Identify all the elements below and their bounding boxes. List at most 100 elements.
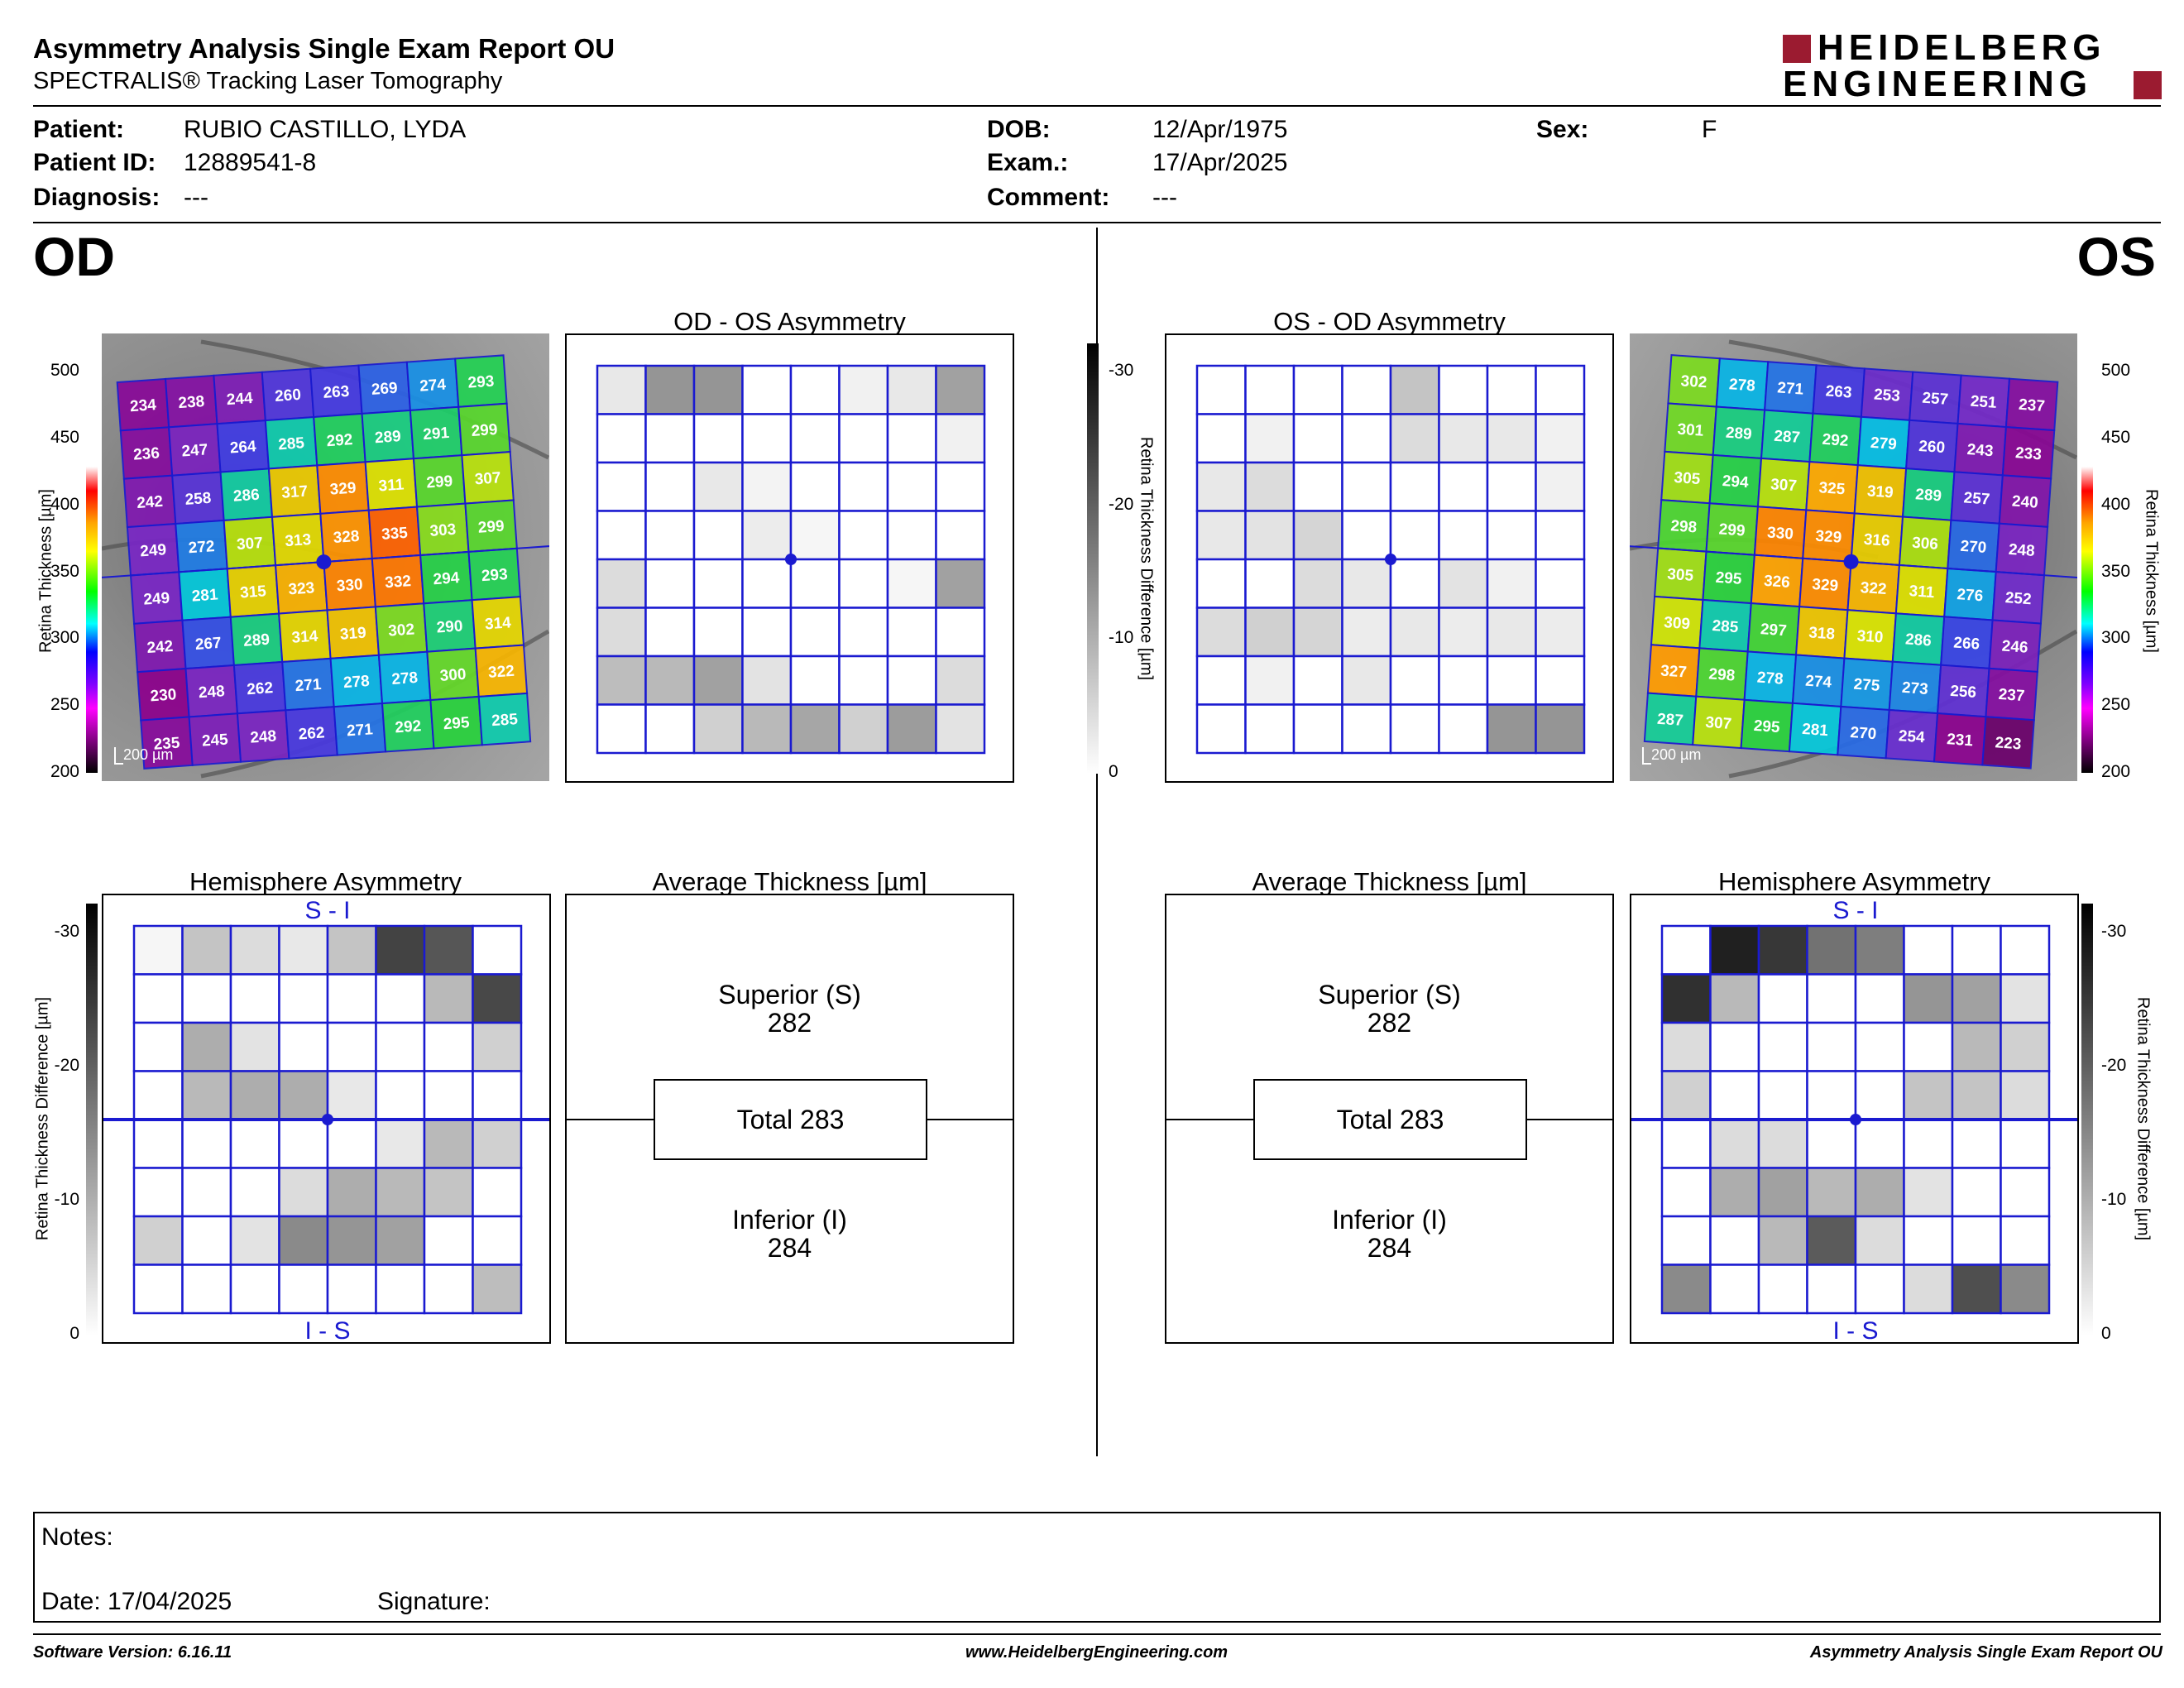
od-asym-cell: [838, 461, 889, 512]
os-hemi-cell: [1951, 1264, 2002, 1315]
os-superior-value: 282: [1367, 1008, 1412, 1038]
os-asym-cell: [1486, 558, 1537, 609]
od-map-value: 281: [191, 586, 219, 605]
od-hemi-cell: [472, 973, 523, 1024]
od-diff-axis-label: Retina Thickness Difference [µm]: [33, 996, 52, 1241]
od-hemi-title: Hemisphere Asymmetry: [189, 867, 462, 896]
od-asym-cell: [741, 655, 793, 706]
os-asym-title: OS - OD Asymmetry: [1273, 307, 1506, 336]
od-hemi-cell: [375, 973, 426, 1024]
notes-label: Notes:: [41, 1523, 113, 1551]
od-hemi-cell: [181, 1167, 232, 1218]
os-map-value: 309: [1664, 614, 1691, 633]
os-map-value: 278: [1756, 669, 1784, 688]
od-map-value: 248: [250, 727, 277, 746]
od-asym-cell: [644, 703, 696, 755]
logo-red-square-top: [1783, 35, 1811, 63]
os-map-value: 285: [1712, 617, 1740, 636]
os-map-value: 231: [1947, 731, 1975, 750]
od-asym-cell: [692, 510, 744, 561]
os-map-value: 295: [1715, 569, 1743, 588]
os-asym-cell: [1389, 655, 1440, 706]
logo-red-square-bottom: [2134, 71, 2162, 99]
center-diff-tick-label: 0: [1109, 762, 1118, 781]
od-asym-cell: [789, 461, 841, 512]
od-hemi-cell: [326, 973, 377, 1024]
os-hemi-cell: [1903, 1264, 1954, 1315]
os-hemi-cell: [1854, 973, 1905, 1024]
od-map-value: 289: [374, 428, 401, 447]
os-map-value: 253: [1873, 386, 1900, 405]
os-map-value: 327: [1660, 662, 1687, 681]
os-hemi-cell: [1854, 1118, 1905, 1169]
os-map-value: 322: [1860, 579, 1887, 598]
od-asym-cell: [596, 364, 647, 415]
os-hemi-cell: [1757, 924, 1808, 976]
os-hemi-panel: S - I I - S: [1630, 894, 2079, 1344]
website-link[interactable]: www.HeidelbergEngineering.com: [965, 1643, 1228, 1662]
os-map-value: 307: [1705, 714, 1732, 733]
sex-value: F: [1702, 116, 1717, 143]
os-asym-panel: [1165, 333, 1614, 783]
os-hemi-cell: [1660, 973, 1712, 1024]
diagnosis-value: ---: [184, 184, 208, 211]
os-asym-cell: [1244, 364, 1296, 415]
od-hemi-top-label: S - I: [304, 897, 350, 924]
od-asym-cell: [838, 655, 889, 706]
od-map-value: 235: [153, 735, 181, 754]
os-map-value: 287: [1656, 711, 1684, 730]
os-thickness-tick-label: 500: [2101, 361, 2131, 380]
os-hemi-cell: [1709, 1070, 1760, 1121]
os-asym-cell: [1195, 413, 1247, 464]
os-map-value: 295: [1753, 717, 1781, 736]
od-map-value: 248: [198, 683, 225, 702]
center-diff-colorbar: [1087, 343, 1099, 774]
od-asym-cell: [596, 607, 647, 658]
od-hemi-cell: [132, 1070, 184, 1121]
od-asym-cell: [644, 413, 696, 464]
od-hemi-cell: [181, 924, 232, 976]
os-hemi-title: Hemisphere Asymmetry: [1717, 867, 1991, 896]
od-hemi-cell: [472, 1215, 523, 1266]
heidelberg-logo: HEIDELBERG ENGINEERING: [1783, 28, 2163, 104]
od-hemi-cell: [375, 1167, 426, 1218]
os-asym-cell: [1195, 558, 1247, 609]
os-map-value: 278: [1728, 376, 1755, 395]
od-diff-tick-label: 0: [69, 1324, 79, 1343]
od-map-value: 292: [395, 717, 422, 736]
od-superior-label: Superior (S): [718, 980, 861, 1009]
os-map-value: 302: [1680, 372, 1707, 391]
od-map-value: 291: [423, 424, 451, 444]
os-inferior-label: Inferior (I): [1332, 1205, 1447, 1235]
os-thickness-colorbar: [2081, 370, 2093, 773]
od-hemi-cell: [229, 1215, 280, 1266]
os-map-value: 289: [1915, 486, 1942, 505]
od-map-value: 322: [487, 663, 515, 682]
od-asym-cell: [935, 413, 986, 464]
od-asym-title: OD - OS Asymmetry: [673, 307, 906, 336]
os-map-value: 326: [1763, 573, 1790, 592]
os-asym-cell: [1389, 607, 1440, 658]
od-hemi-cell: [472, 1264, 523, 1315]
od-hemi-cell: [423, 973, 474, 1024]
od-hemi-cell: [423, 1264, 474, 1315]
os-asym-cell: [1389, 461, 1440, 512]
os-asym-cell: [1244, 558, 1296, 609]
os-asym-cell: [1195, 461, 1247, 512]
os-hemi-cell: [1757, 1264, 1808, 1315]
os-hemi-cell: [1757, 1118, 1808, 1169]
os-asym-cell: [1244, 655, 1296, 706]
od-hemi-cell: [472, 924, 523, 976]
notes-box[interactable]: Notes: Date: 17/04/2025 Signature:: [33, 1512, 2161, 1623]
od-asym-cell: [886, 364, 937, 415]
od-map-value: 293: [467, 373, 495, 392]
os-thickness-tick-label: 400: [2101, 494, 2131, 514]
diagnosis-label: Diagnosis:: [33, 184, 160, 211]
os-map-value: 297: [1760, 621, 1787, 640]
od-map-value: 300: [439, 666, 467, 685]
os-map-value: 257: [1922, 390, 1949, 409]
od-hemi-cell: [229, 1167, 280, 1218]
os-map-value: 246: [2001, 638, 2028, 657]
os-map-value: 237: [1998, 686, 2025, 705]
od-asym-cell: [935, 703, 986, 755]
